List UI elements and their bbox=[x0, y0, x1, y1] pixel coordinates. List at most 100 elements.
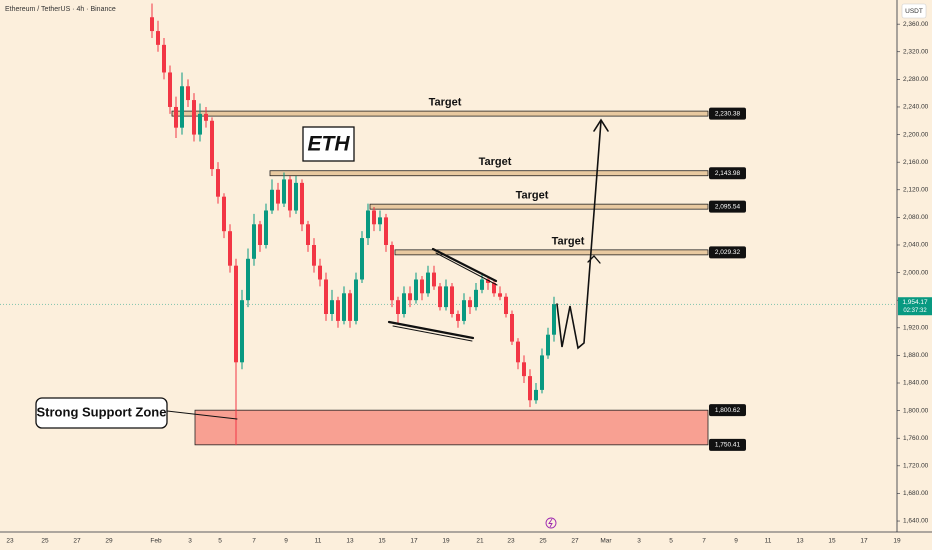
candle-body bbox=[540, 355, 544, 390]
x-tick-label: 13 bbox=[796, 538, 804, 545]
candle-body bbox=[294, 182, 298, 211]
candle-body bbox=[198, 113, 202, 135]
candle-body bbox=[150, 17, 154, 32]
x-tick-label: 11 bbox=[765, 538, 772, 545]
candle-body bbox=[396, 300, 400, 314]
candle-body bbox=[438, 286, 442, 308]
annotation-box bbox=[302, 126, 355, 162]
candle-body bbox=[180, 86, 184, 128]
price-axis bbox=[897, 0, 932, 550]
drawings bbox=[166, 118, 609, 420]
x-tick-label: 23 bbox=[6, 538, 14, 545]
x-tick-label: 11 bbox=[315, 538, 322, 545]
y-tick-label: 2,160.00 bbox=[903, 159, 929, 166]
x-tick-label: 9 bbox=[284, 538, 288, 545]
candle-body bbox=[456, 313, 460, 321]
candle-body bbox=[516, 341, 520, 363]
support-zone bbox=[194, 409, 709, 446]
x-tick-label: 19 bbox=[893, 538, 901, 545]
price-label: 2,029.32 bbox=[715, 249, 741, 256]
candle-body bbox=[390, 244, 394, 301]
currency: USDT bbox=[905, 8, 923, 15]
y-tick-label: 2,240.00 bbox=[903, 104, 929, 111]
candle-body bbox=[372, 210, 376, 225]
target-band bbox=[269, 170, 709, 177]
x-tick-label: 17 bbox=[410, 538, 418, 545]
target-label: Target bbox=[479, 156, 512, 168]
candle-body bbox=[222, 196, 226, 232]
x-tick-label: 27 bbox=[571, 538, 579, 545]
x-tick-label: 15 bbox=[828, 538, 836, 545]
candle-body bbox=[492, 282, 496, 294]
candle-body bbox=[432, 272, 436, 287]
candle-body bbox=[240, 300, 244, 363]
candle-body bbox=[216, 169, 220, 197]
y-tick-label: 2,120.00 bbox=[903, 186, 929, 193]
wedge-upper-inner bbox=[435, 252, 498, 286]
arrow-head bbox=[593, 118, 609, 132]
price-label: 2,095.54 bbox=[715, 203, 741, 210]
candle-body bbox=[228, 231, 232, 266]
y-tick-label: 2,320.00 bbox=[903, 48, 929, 55]
currency-box bbox=[901, 3, 927, 19]
candle-body bbox=[444, 286, 448, 308]
candle-body bbox=[510, 313, 514, 342]
price-label-box bbox=[709, 167, 746, 180]
candle-body bbox=[468, 300, 472, 308]
x-tick-label: 5 bbox=[669, 538, 673, 545]
chart-title: Ethereum / TetherUS · 4h · Binance bbox=[5, 6, 116, 13]
candle-body bbox=[210, 120, 214, 170]
candle-body bbox=[486, 279, 490, 283]
candle-body bbox=[336, 300, 340, 321]
price-label-box bbox=[709, 107, 746, 120]
x-tick-label: 27 bbox=[73, 538, 81, 545]
projection-path bbox=[556, 120, 602, 350]
candle-body bbox=[504, 296, 508, 314]
candle-body bbox=[528, 376, 532, 401]
y-tick-label: 1,920.00 bbox=[903, 325, 929, 332]
y-tick-label: 1,760.00 bbox=[903, 435, 929, 442]
target-label: Target bbox=[429, 97, 462, 109]
candle-body bbox=[348, 293, 352, 321]
candle-body bbox=[498, 293, 502, 297]
y-tick-label: 1,880.00 bbox=[903, 352, 929, 359]
x-tick-label: 23 bbox=[507, 538, 515, 545]
price-label: 2,143.98 bbox=[715, 170, 741, 177]
candle-body bbox=[408, 293, 412, 301]
x-tick-label: 9 bbox=[734, 538, 738, 545]
candle-body bbox=[420, 279, 424, 294]
candle-body bbox=[522, 362, 526, 377]
wedge-upper bbox=[431, 247, 498, 283]
price-label-box bbox=[709, 404, 746, 417]
candle-body bbox=[414, 279, 418, 301]
candle-body bbox=[258, 224, 262, 245]
price-label-box bbox=[709, 246, 746, 259]
x-tick-label: 19 bbox=[442, 538, 450, 545]
x-tick-label: Mar bbox=[600, 538, 612, 545]
y-tick-label: 1,800.00 bbox=[903, 407, 929, 414]
wedge-lower-inner bbox=[392, 325, 473, 342]
price-label: 2,230.38 bbox=[715, 110, 741, 117]
price-label-box bbox=[709, 438, 746, 451]
candle-body bbox=[366, 210, 370, 239]
y-tick-label: 2,200.00 bbox=[903, 131, 929, 138]
candle-body bbox=[342, 293, 346, 321]
candles-layer bbox=[150, 3, 556, 446]
y-tick-label: 1,720.00 bbox=[903, 463, 929, 470]
candle-body bbox=[480, 279, 484, 290]
event-icon-bolt bbox=[548, 518, 553, 528]
x-tick-label: 3 bbox=[188, 538, 192, 545]
candle-body bbox=[300, 182, 304, 225]
candle-body bbox=[378, 217, 382, 225]
x-tick-label: 7 bbox=[252, 538, 256, 545]
x-tick-label: 21 bbox=[476, 538, 484, 545]
price-label-box bbox=[709, 200, 746, 213]
candle-body bbox=[264, 210, 268, 245]
candle-body bbox=[246, 258, 250, 301]
candle-body bbox=[330, 300, 334, 314]
candle-body bbox=[306, 224, 310, 245]
candle-body bbox=[186, 86, 190, 101]
candle-body bbox=[354, 279, 358, 321]
